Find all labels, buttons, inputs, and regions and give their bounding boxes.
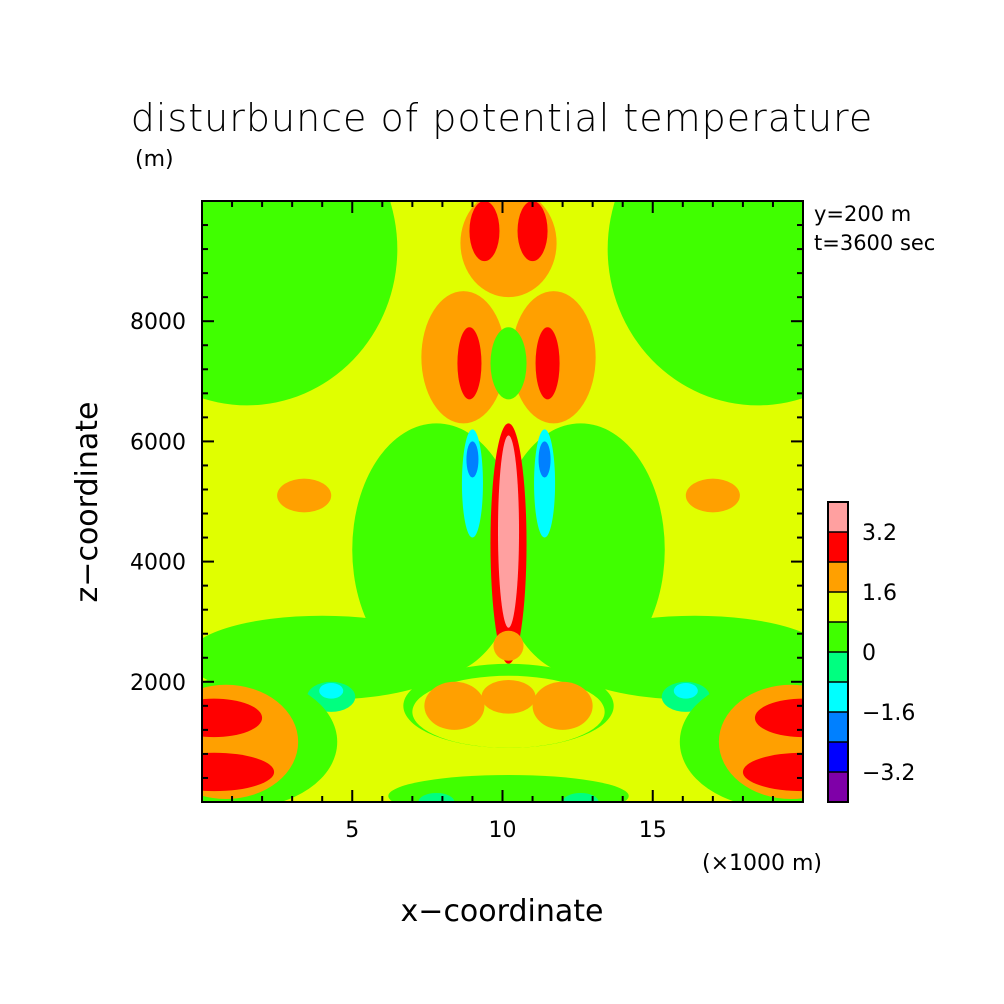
contour-region — [562, 792, 599, 802]
x-tick-label: 5 — [345, 818, 359, 843]
contour-region — [673, 683, 698, 699]
contour-region — [685, 478, 740, 513]
contour-region — [277, 478, 332, 513]
colorbar-swatch — [828, 652, 848, 682]
contour-region — [742, 752, 803, 792]
colorbar-swatch — [828, 622, 848, 652]
contour-region — [469, 201, 500, 262]
contour-region — [481, 679, 536, 714]
y-tick-label: 4000 — [130, 551, 186, 576]
colorbar-tick-label: 3.2 — [862, 521, 897, 546]
y-tick-label: 2000 — [130, 671, 186, 696]
contour-region — [517, 201, 548, 262]
axis-ticks: 5 10 15 2000 4000 6000 8000 — [130, 201, 803, 843]
colorbar-tick-label: 0 — [862, 641, 876, 666]
x-tick-label: 15 — [639, 818, 667, 843]
contour-region — [202, 698, 263, 738]
y-tick-label: 6000 — [130, 430, 186, 455]
y-axis-label: z−coordinate — [70, 402, 105, 603]
x-tick-label: 10 — [489, 818, 517, 843]
contour-region — [754, 698, 803, 738]
colorbar-swatch — [828, 772, 848, 802]
contour-regions — [202, 201, 803, 802]
colorbar-tick-label: 1.6 — [862, 581, 897, 606]
contour-region — [535, 327, 560, 400]
contour-region — [202, 752, 275, 792]
contour-region — [202, 201, 398, 406]
contour-region — [319, 683, 344, 699]
colorbar-swatch — [828, 712, 848, 742]
contour-region — [457, 327, 482, 400]
contour-region — [418, 792, 455, 802]
colorbar-swatch — [828, 682, 848, 712]
contour-region — [466, 441, 479, 478]
units-label: (m) — [135, 147, 174, 172]
contour-region — [424, 681, 485, 730]
colorbar-tick-label: −1.6 — [862, 701, 915, 726]
y-tick-label: 8000 — [130, 310, 186, 335]
contour-region — [497, 435, 520, 628]
contour-region — [538, 441, 551, 478]
colorbar-tick-label: −3.2 — [862, 761, 915, 786]
contour-region — [532, 681, 593, 730]
colorbar-swatch — [828, 562, 848, 592]
contour-region — [493, 630, 524, 661]
chart-title: disturbunce of potential temperature — [131, 96, 873, 140]
x-unit-label: (×1000 m) — [702, 851, 822, 876]
annotation-time-value: t=3600 sec — [814, 231, 935, 255]
contour-region — [388, 774, 629, 802]
x-axis-label: x−coordinate — [401, 894, 604, 929]
annotation-y-value: y=200 m — [814, 202, 911, 226]
colorbar: 3.2 1.6 0 −1.6 −3.2 — [827, 501, 915, 803]
colorbar-swatch — [828, 742, 848, 772]
contour-region — [490, 327, 527, 400]
contour-region — [559, 615, 803, 700]
contour-region — [607, 201, 803, 406]
colorbar-swatch — [828, 592, 848, 622]
colorbar-swatch — [828, 502, 848, 532]
colorbar-swatch — [828, 532, 848, 562]
